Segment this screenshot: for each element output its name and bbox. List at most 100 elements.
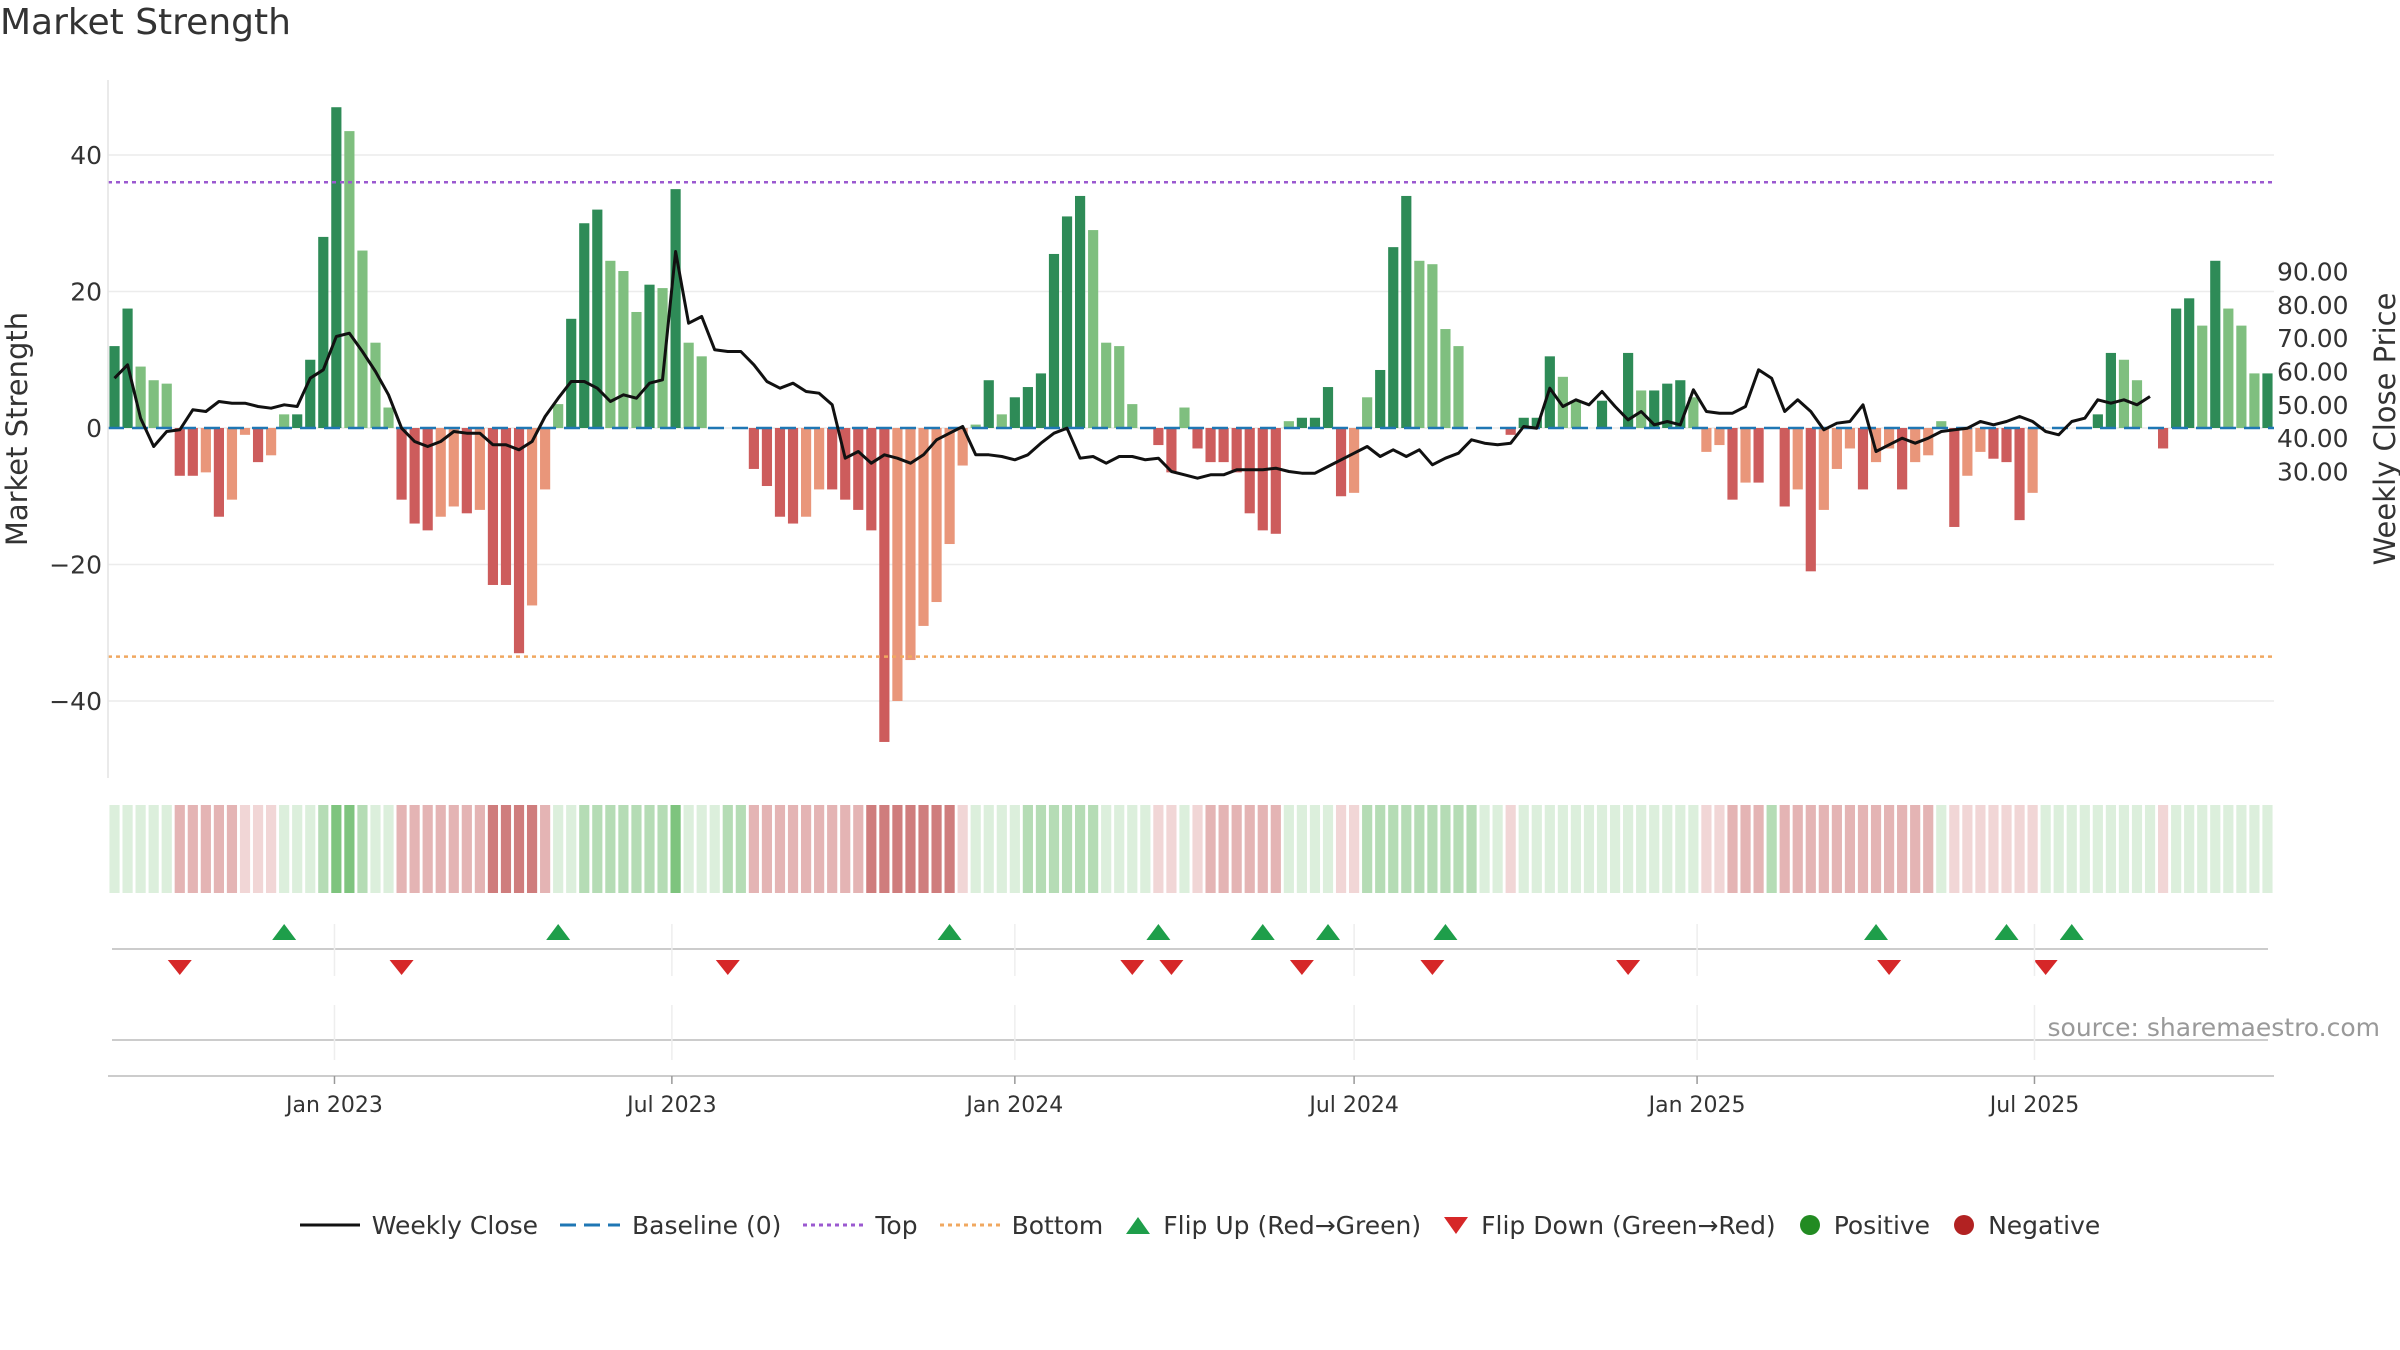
- legend-label: Top: [875, 1210, 918, 1240]
- axes: 40 20 0 −20 −40 90.00 80.00 70.00 60.00 50.00 40.0…: [0, 80, 2400, 778]
- strength-bar: [1153, 428, 1164, 446]
- strip-cell: [383, 805, 394, 893]
- strip-cell: [1962, 805, 1973, 893]
- strip-cell: [957, 805, 968, 893]
- strength-bar: [748, 428, 759, 469]
- strip-cell: [1988, 805, 1999, 893]
- strength-bar: [840, 428, 851, 500]
- strength-bar: [1048, 253, 1060, 428]
- strip-cell: [1427, 805, 1438, 893]
- y2-tick-label: 70.00: [2277, 324, 2349, 353]
- strength-bar: [1883, 428, 1895, 449]
- strength-bar: [631, 311, 642, 428]
- strip-cell: [187, 805, 198, 893]
- strength-bar: [1414, 260, 1425, 428]
- strength-bar: [2118, 359, 2130, 428]
- strip-cell: [1518, 805, 1529, 893]
- legend-item-top: Top: [803, 1210, 918, 1240]
- strip-cell: [148, 805, 159, 893]
- strip-cell: [1270, 805, 1281, 893]
- strength-bar: [1936, 421, 1947, 428]
- flip-up-marker: [1994, 924, 2019, 940]
- strip-cell: [2079, 805, 2090, 893]
- flip-down-marker: [1159, 960, 1184, 975]
- strength-bar: [409, 428, 420, 524]
- strip-cell: [474, 805, 485, 893]
- close-price-layer: [113, 250, 2151, 480]
- legend-symbol: [1798, 1213, 1822, 1237]
- y2-tick-label: 80.00: [2277, 291, 2349, 320]
- strength-bar: [1166, 428, 1177, 473]
- strip-cell: [2197, 805, 2208, 893]
- strip-cell: [1596, 805, 1608, 893]
- strength-bar: [540, 428, 551, 490]
- strength-bar: [1727, 428, 1738, 500]
- strip-cell: [2144, 805, 2156, 893]
- strip-cell: [2249, 805, 2260, 893]
- strength-bar: [2184, 298, 2195, 428]
- strip-cell: [918, 805, 929, 893]
- strength-bar: [266, 428, 277, 456]
- flip-down-marker: [1420, 960, 1445, 975]
- source-credit: source: sharemaestro.com: [2047, 1013, 2381, 1042]
- strip-cell: [1766, 805, 1777, 893]
- strip-cell: [814, 805, 825, 893]
- strength-bar: [1205, 428, 1216, 463]
- y2-tick-label: 30.00: [2277, 458, 2349, 487]
- strip-cell: [892, 805, 903, 893]
- strength-bar: [2092, 414, 2103, 428]
- strength-bar: [670, 189, 681, 428]
- strength-bar: [957, 428, 968, 466]
- strength-bar: [2210, 260, 2221, 428]
- flip-markers: [112, 924, 2268, 1041]
- strength-bar: [461, 428, 472, 514]
- legend-label: Flip Up (Red→Green): [1163, 1210, 1422, 1240]
- strength-bar: [553, 404, 564, 428]
- strength-bar: [161, 383, 172, 428]
- strength-bar: [1101, 342, 1112, 428]
- strength-bar: [435, 428, 446, 517]
- strip-cell: [266, 805, 277, 893]
- strip-cell: [761, 805, 773, 893]
- strength-bar: [1075, 195, 1086, 428]
- strength-bar: [618, 271, 629, 428]
- strip-cell: [1897, 805, 1908, 893]
- strip-cell: [553, 805, 564, 893]
- strip-cell: [331, 805, 342, 893]
- strip-cell: [879, 805, 890, 893]
- strip-cell: [200, 805, 211, 893]
- strength-bar: [1570, 400, 1582, 428]
- strip-cell: [748, 805, 759, 893]
- strength-bar: [448, 428, 459, 507]
- strip-cell: [122, 805, 133, 893]
- y-tick-label: 0: [86, 414, 102, 443]
- strength-bar: [1309, 417, 1321, 428]
- strip-cell: [709, 805, 720, 893]
- strip-cell: [2236, 805, 2247, 893]
- legend-symbol: [299, 1215, 360, 1235]
- strength-bar: [2158, 428, 2169, 449]
- strip-cell: [944, 805, 955, 893]
- strength-bar: [1897, 428, 1908, 490]
- strip-cell: [2066, 805, 2077, 893]
- strip-cell: [970, 805, 981, 893]
- strength-bar: [474, 428, 485, 510]
- strip-cell: [1675, 805, 1686, 893]
- flip-down-marker: [715, 960, 740, 975]
- strip-cell: [1910, 805, 1921, 893]
- legend-label: Negative: [1988, 1210, 2101, 1240]
- strip-cell: [618, 805, 629, 893]
- strip-cell: [252, 805, 264, 893]
- strength-bar: [187, 428, 198, 476]
- strip-cell: [1022, 805, 1033, 893]
- weekly-close-line: [113, 250, 2151, 480]
- strip-cell: [2184, 805, 2195, 893]
- strip-cell: [1035, 805, 1047, 893]
- strip-cell: [2131, 805, 2143, 893]
- strip-cell: [592, 805, 603, 893]
- strength-bar: [357, 250, 368, 428]
- strip-cell: [827, 805, 838, 893]
- x-tick-label: Jul 2025: [1988, 1093, 2080, 1118]
- strength-bar: [1388, 247, 1399, 428]
- legend-symbol: [560, 1215, 621, 1235]
